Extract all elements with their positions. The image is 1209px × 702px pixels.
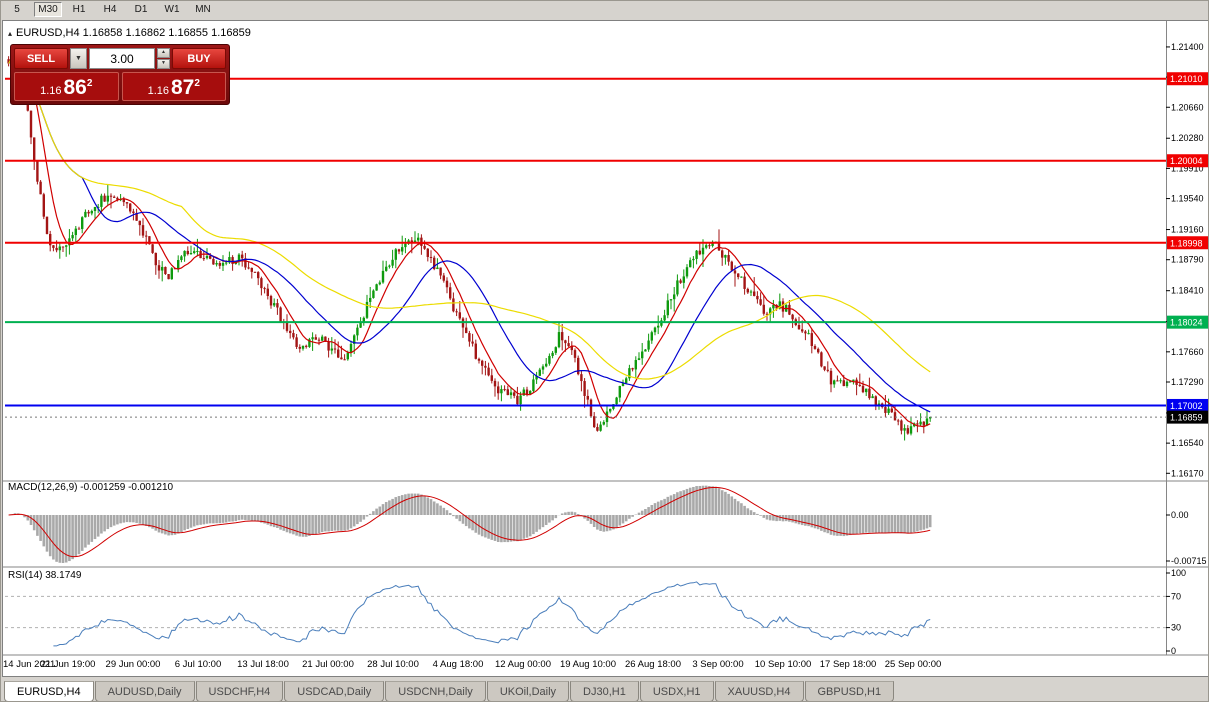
svg-text:12 Aug 00:00: 12 Aug 00:00 — [495, 659, 551, 670]
svg-text:1.20280: 1.20280 — [1171, 133, 1204, 143]
period-button-5[interactable]: 5 — [14, 4, 20, 15]
macd-indicator: 0.00 -0.00715 — [8, 485, 1207, 566]
bid-price-big: 86 — [63, 76, 87, 99]
period-button-w1[interactable]: W1 — [164, 4, 180, 15]
svg-text:3 Sep 00:00: 3 Sep 00:00 — [692, 659, 743, 670]
rsi-label: RSI(14) 38.1749 — [8, 570, 82, 581]
period-button-h1[interactable]: H1 — [72, 4, 86, 15]
bid-price-small: 1.16 — [40, 85, 62, 97]
candlestick-series — [7, 47, 932, 441]
chevron-down-icon: ▼ — [75, 55, 82, 62]
symbol-ohlc-text: EURUSD,H4 1.16858 1.16862 1.16855 1.1685… — [16, 27, 251, 39]
svg-text:1.17290: 1.17290 — [1171, 377, 1204, 387]
svg-text:17 Sep 18:00: 17 Sep 18:00 — [820, 659, 877, 670]
svg-text:26 Aug 18:00: 26 Aug 18:00 — [625, 659, 681, 670]
svg-text:4 Aug 18:00: 4 Aug 18:00 — [433, 659, 484, 670]
trade-panel-prices: 1.16 86 2 1.16 87 2 — [14, 72, 226, 101]
svg-text:21 Jun 19:00: 21 Jun 19:00 — [41, 659, 96, 670]
svg-text:1.20004: 1.20004 — [1170, 156, 1203, 166]
svg-text:10 Sep 10:00: 10 Sep 10:00 — [755, 659, 812, 670]
svg-text:1.19160: 1.19160 — [1171, 225, 1204, 235]
horizontal-level-lines — [5, 77, 1166, 418]
chart-tab-usdcnh-daily[interactable]: USDCNH,Daily — [385, 681, 486, 701]
svg-text:21 Jul 00:00: 21 Jul 00:00 — [302, 659, 354, 670]
chart-tab-usdchf-h4[interactable]: USDCHF,H4 — [195, 681, 284, 701]
chart-tab-bar: EURUSD,H4 AUDUSD,Daily USDCHF,H4 USDCAD,Dai… — [1, 681, 1208, 701]
chart-tab-usdcad-daily[interactable]: USDCAD,Daily — [284, 681, 385, 701]
svg-text:1.18790: 1.18790 — [1171, 255, 1204, 265]
chart-canvas[interactable]: 1.214001.210301.206601.202801.199101.195… — [3, 21, 1208, 676]
chart-tab-gbpusd-h1[interactable]: GBPUSD,H1 — [804, 681, 895, 701]
svg-text:1.17660: 1.17660 — [1171, 347, 1204, 357]
period-button-mn[interactable]: MN — [195, 4, 211, 15]
chart-symbol-line: ▴ EURUSD,H4 1.16858 1.16862 1.16855 1.16… — [8, 27, 251, 39]
lot-dropdown-button[interactable]: ▼ — [70, 48, 87, 69]
ask-price-big: 87 — [171, 76, 195, 99]
panel-separators — [3, 21, 1208, 656]
svg-text:1.16540: 1.16540 — [1171, 438, 1204, 448]
svg-text:1.18024: 1.18024 — [1170, 318, 1203, 328]
ask-price-display[interactable]: 1.16 87 2 — [121, 72, 226, 101]
svg-text:13 Jul 18:00: 13 Jul 18:00 — [237, 659, 289, 670]
macd-label: MACD(12,26,9) -0.001259 -0.001210 — [8, 482, 174, 493]
svg-text:30: 30 — [1171, 623, 1181, 633]
svg-text:1.16859: 1.16859 — [1170, 413, 1203, 423]
period-toolbar: 5 M30 H1 H4 D1 W1 MN — [1, 1, 1208, 18]
chart-tab-audusd-daily[interactable]: AUDUSD,Daily — [94, 681, 195, 701]
one-click-trade-panel: SELL ▼ ▲ ▼ BUY 1.16 86 2 1.16 — [10, 44, 230, 105]
chart-tab-eurusd-h4[interactable]: EURUSD,H4 — [4, 681, 94, 701]
lot-size-input[interactable] — [89, 48, 155, 69]
svg-text:0.00: 0.00 — [1171, 510, 1189, 520]
ma-fast-line — [8, 54, 931, 428]
svg-text:14 Jun 2021: 14 Jun 2021 — [3, 659, 55, 670]
ma-mid-line — [8, 54, 931, 413]
svg-text:1.20660: 1.20660 — [1171, 102, 1204, 112]
price-badges: 1.21010 1.20004 1.18998 1.18024 1.17002 1.168… — [1167, 72, 1208, 424]
svg-text:6 Jul 10:00: 6 Jul 10:00 — [175, 659, 221, 670]
svg-text:1.18998: 1.18998 — [1170, 238, 1203, 248]
chart-tab-usdx-h1[interactable]: USDX,H1 — [639, 681, 714, 701]
svg-text:70: 70 — [1171, 591, 1181, 601]
period-button-m30[interactable]: M30 — [34, 2, 62, 17]
buy-button[interactable]: BUY — [172, 48, 226, 69]
sell-button[interactable]: SELL — [14, 48, 68, 69]
svg-text:-0.00715: -0.00715 — [1171, 556, 1207, 566]
chart-tab-dj30-h1[interactable]: DJ30,H1 — [570, 681, 639, 701]
lot-decrement-button[interactable]: ▼ — [157, 59, 170, 69]
chart-tab-xauusd-h4[interactable]: XAUUSD,H4 — [714, 681, 804, 701]
chart-tab-ukoil-daily[interactable]: UKOil,Daily — [486, 681, 570, 701]
bid-price-sup: 2 — [86, 78, 93, 89]
svg-text:100: 100 — [1171, 568, 1186, 578]
svg-text:28 Jul 10:00: 28 Jul 10:00 — [367, 659, 419, 670]
svg-text:0: 0 — [1171, 646, 1176, 656]
one-click-toggle-icon[interactable]: ▴ — [8, 28, 13, 38]
ma-slow-line — [8, 54, 931, 380]
svg-text:1.21400: 1.21400 — [1171, 42, 1204, 52]
trade-panel-controls: SELL ▼ ▲ ▼ BUY — [14, 48, 226, 69]
ask-price-small: 1.16 — [147, 85, 169, 97]
svg-text:19 Aug 10:00: 19 Aug 10:00 — [560, 659, 616, 670]
lot-stepper: ▲ ▼ — [157, 48, 170, 69]
svg-text:1.21010: 1.21010 — [1170, 74, 1203, 84]
svg-text:25 Sep 00:00: 25 Sep 00:00 — [885, 659, 942, 670]
ask-price-sup: 2 — [194, 78, 200, 89]
svg-text:1.16170: 1.16170 — [1171, 468, 1204, 478]
svg-text:1.18410: 1.18410 — [1171, 286, 1204, 296]
period-button-d1[interactable]: D1 — [134, 4, 148, 15]
svg-text:29 Jun 00:00: 29 Jun 00:00 — [106, 659, 161, 670]
bid-price-display[interactable]: 1.16 86 2 — [14, 72, 119, 101]
period-button-h4[interactable]: H4 — [103, 4, 117, 15]
rsi-indicator: 100 70 30 0 — [5, 568, 1186, 656]
lot-increment-button[interactable]: ▲ — [157, 48, 170, 58]
svg-text:1.19540: 1.19540 — [1171, 194, 1204, 204]
chart-frame: 1.214001.210301.206601.202801.199101.195… — [2, 20, 1208, 677]
svg-text:1.19910: 1.19910 — [1171, 163, 1204, 173]
svg-text:1.17002: 1.17002 — [1170, 401, 1203, 411]
